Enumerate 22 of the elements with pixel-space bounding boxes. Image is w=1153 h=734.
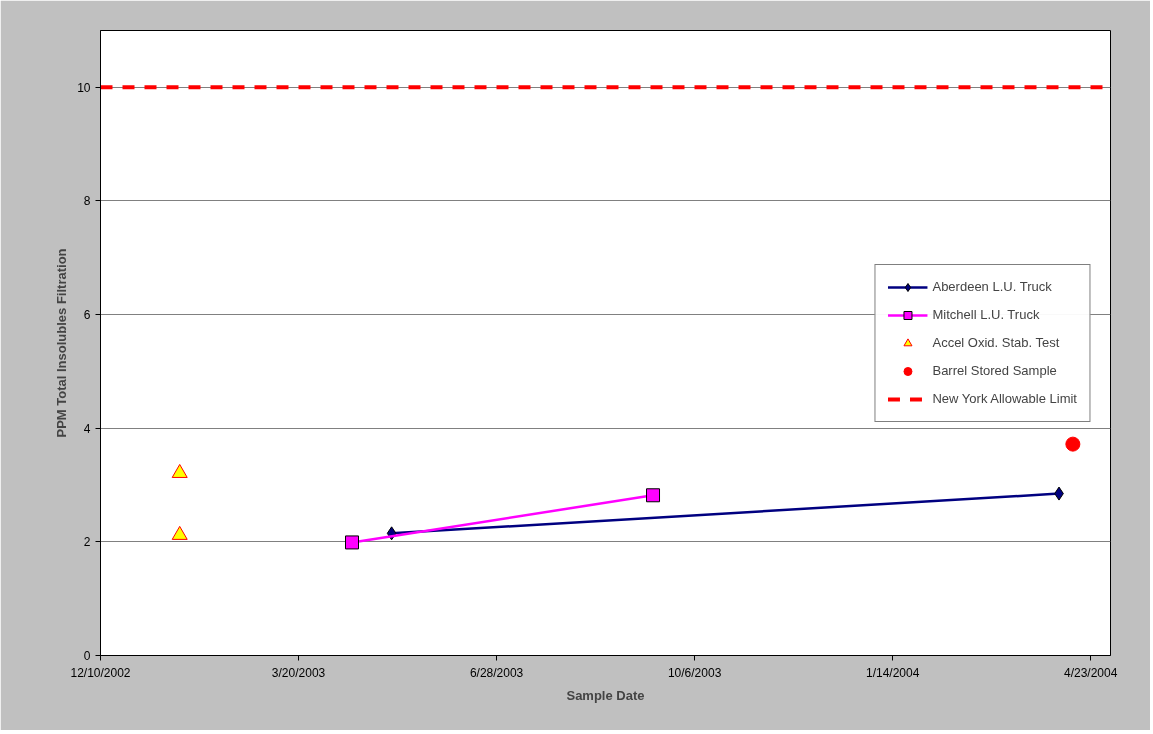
x-tick-label: 10/6/2003 bbox=[667, 665, 722, 680]
y-axis-title: PPM Total Insolubles Filtration bbox=[54, 248, 70, 438]
x-tick-label: 4/23/2004 bbox=[1064, 665, 1118, 680]
y-tick-label: 6 bbox=[83, 308, 91, 323]
x-axis-title: Sample Date bbox=[566, 687, 645, 703]
y-tick-label: 10 bbox=[77, 80, 91, 95]
legend-label: Aberdeen L.U. Truck bbox=[932, 279, 1052, 294]
legend-label: New York Allowable Limit bbox=[932, 391, 1077, 406]
y-tick-label: 2 bbox=[83, 535, 91, 550]
x-tick-label: 1/14/2004 bbox=[865, 665, 920, 680]
legend-label: Accel Oxid. Stab. Test bbox=[932, 335, 1060, 350]
y-tick-label: 4 bbox=[83, 421, 91, 436]
point bbox=[1065, 436, 1081, 452]
x-tick-label: 3/20/2003 bbox=[271, 665, 326, 680]
y-tick-label: 8 bbox=[83, 194, 91, 209]
point bbox=[646, 488, 661, 503]
legend-label: Barrel Stored Sample bbox=[932, 363, 1057, 378]
x-tick-label: 6/28/2003 bbox=[469, 665, 524, 680]
x-tick-label: 12/10/2002 bbox=[70, 665, 131, 680]
point bbox=[345, 535, 360, 550]
y-tick-label: 0 bbox=[83, 649, 91, 663]
legend-label: Mitchell L.U. Truck bbox=[932, 307, 1040, 322]
